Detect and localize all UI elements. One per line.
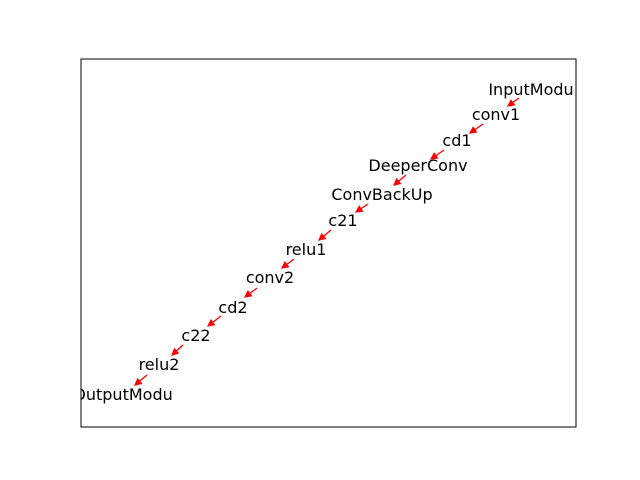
- node-label-relu1: relu1: [286, 240, 327, 259]
- edge-arrow-n10-to-n11: [134, 374, 148, 386]
- node-label-relu2: relu2: [139, 355, 180, 374]
- plot-frame: [80, 58, 577, 428]
- node-label-deeperconv: DeeperConv: [368, 156, 467, 175]
- edge-arrow-n9-to-n10: [171, 344, 184, 356]
- node-label-conv1: conv1: [472, 105, 520, 124]
- nodes-layer: InputModu conv1 cd1 DeeperConv ConvBackU…: [73, 80, 574, 404]
- edge-arrow-n4-to-n5: [354, 203, 369, 213]
- node-label-cd2: cd2: [218, 298, 247, 317]
- edge-arrow-n1-to-n2: [468, 123, 484, 134]
- edge-arrow-n7-to-n8: [243, 287, 258, 298]
- edge-arrow-n8-to-n9: [206, 315, 222, 327]
- node-label-cd1: cd1: [442, 131, 471, 150]
- edge-arrow-n6-to-n7: [280, 258, 295, 269]
- edge-arrow-n5-to-n6: [318, 229, 332, 241]
- node-label-inputmodu: InputModu: [488, 80, 573, 99]
- node-label-convbackup: ConvBackUp: [331, 185, 432, 204]
- edge-arrow-n3-to-n4: [393, 174, 407, 186]
- edge-arrow-n2-to-n3: [429, 149, 445, 160]
- edge-arrow-n0-to-n1: [506, 97, 520, 107]
- node-label-conv2: conv2: [246, 268, 294, 287]
- node-label-c21: c21: [328, 211, 357, 230]
- edges-layer: [134, 97, 520, 386]
- node-label-outputmodu: OutputModu: [73, 385, 172, 404]
- node-label-c22: c22: [181, 326, 210, 345]
